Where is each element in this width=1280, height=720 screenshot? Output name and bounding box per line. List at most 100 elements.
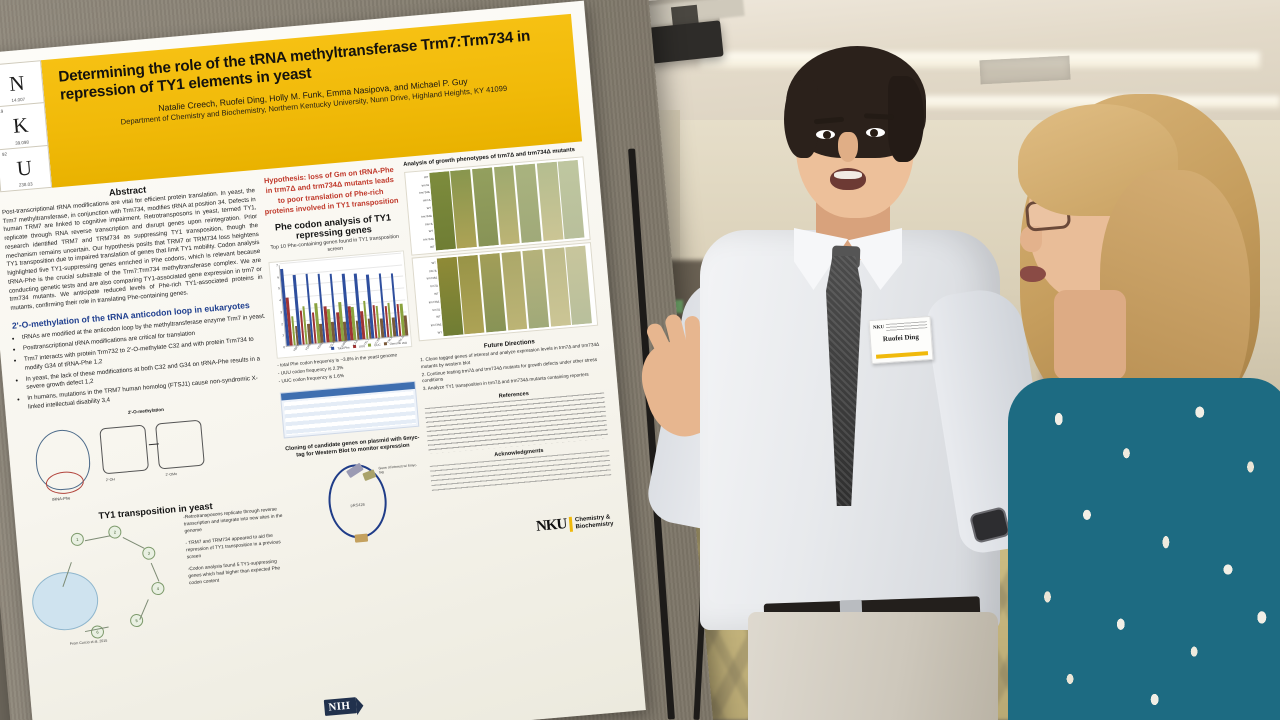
cycle-arrow [122, 537, 145, 549]
badge-accent-bar [875, 351, 929, 359]
growth-plate-panel-top: WT trm7Δ trm734Δ trm7Δ WT trm734Δ trm7Δ WT trm73… [403, 156, 591, 256]
nose [838, 132, 858, 162]
structure-caption: 2'-OMe [165, 472, 178, 478]
plasmid-feature-marker [354, 533, 368, 543]
y-tick-label: 4 [279, 298, 282, 303]
chart-plot-area: 0 1 2 3 4 5 6 7 [272, 252, 409, 350]
plate-row-label: WT [428, 229, 434, 234]
eye-left [816, 130, 835, 139]
teeth [834, 171, 862, 179]
element-symbol: K [11, 113, 30, 139]
plate-photo-top [429, 159, 587, 251]
plasmid-map-figure: pRS426 Gene of interest w/ 6myc-tag [286, 454, 430, 558]
nku-logo-cell-n: 7 N 14.007 [0, 61, 44, 108]
plate-photo-bottom [436, 245, 595, 337]
nku-logo-bar [568, 517, 574, 533]
nku-department-logo: NKU Chemistry & Biochemistry [433, 513, 614, 546]
cycle-arrow [84, 535, 111, 542]
figure-credit: From Curcio et al. 2015 [69, 638, 108, 647]
plate-row-label: trm734Δ [426, 276, 438, 281]
y-tick-label: 7 [276, 263, 279, 268]
trousers [748, 612, 998, 720]
codon-data-table [279, 381, 420, 439]
ribose-structure [99, 424, 150, 475]
eye-right [866, 128, 885, 137]
element-number: 19 [0, 109, 4, 115]
plate-row-label: trm734Δ [423, 236, 434, 242]
nku-logo-cell-k: 19 K 39.098 [0, 103, 48, 151]
structure-caption: 2'-OH [105, 477, 116, 483]
plate-row-label: trm7Δ [430, 283, 439, 289]
chart-bars [278, 252, 409, 347]
nku-dept-text: Chemistry & Biochemistry [575, 514, 614, 531]
hypothesis-statement: Hypothesis: loss of Gm on tRNA-Phe in tr… [263, 164, 399, 217]
badge-name-text: Ruofei Ding [882, 332, 920, 344]
visitor-person [990, 90, 1280, 720]
research-poster: 7 N 14.007 19 K 39.098 92 U 238.03 Deter… [0, 0, 646, 720]
poster-columns: Abstract Post-transcriptional tRNA modif… [1, 146, 632, 720]
plate-row-label: WT [431, 260, 437, 265]
element-mass: 39.098 [14, 139, 30, 146]
ty1-cycle-diagram: 1 2 3 4 5 6 From Curcio et al. 2015 [29, 518, 190, 651]
badge-event-text [885, 321, 928, 331]
pupil [870, 129, 878, 137]
legend-swatch [368, 343, 372, 347]
methylated-ribose-structure [155, 419, 205, 470]
plate-row-label: WT [437, 330, 443, 335]
ty1-bullets: -Retrotransposons replicate through reve… [183, 507, 293, 637]
plate-row-label: WT [429, 244, 435, 250]
mouth-open [830, 168, 866, 190]
plate-row-label: trm7Δ [421, 182, 430, 188]
badge-header: NKU [872, 320, 928, 333]
ty1-step-node: 4 [150, 581, 165, 596]
plate-row-label: WT [434, 291, 439, 296]
poster-column-left: Abstract Post-transcriptional tRNA modif… [1, 175, 303, 720]
neck [1054, 290, 1126, 380]
element-mass: 14.007 [11, 97, 26, 104]
element-number: 92 [1, 151, 8, 157]
hair-side-right [888, 76, 924, 162]
name-badge: NKU Ruofei Ding [868, 315, 934, 365]
ty1-step-node: 1 [70, 532, 85, 547]
blouse-pattern [1008, 378, 1280, 720]
plate-row-label: trm734Δ [419, 190, 430, 196]
plate-row-label: trm734Δ [430, 322, 442, 328]
nih-logo: NIH [323, 697, 358, 716]
plate-row-label: trm7Δ [422, 198, 431, 203]
nose [1020, 226, 1042, 252]
growth-plate-panel-bottom: WT trm7Δ trm734Δ trm7Δ WT trm734Δ trm7Δ WT trm73… [411, 241, 599, 342]
plate-row-label: WT [426, 205, 432, 211]
plate-row-label: WT [436, 314, 441, 320]
badge-org-logo: NKU [872, 325, 885, 331]
plasmid-feature-label: Gene of interest w/ 6myc-tag [378, 462, 418, 475]
abstract-text: Post-transcriptional tRNA modifications … [1, 187, 263, 312]
y-tick-label: 0 [283, 344, 286, 350]
plate-row-label: WT [423, 174, 429, 180]
element-mass: 238.03 [18, 181, 33, 188]
plate-row-label: trm7Δ [424, 221, 433, 227]
y-tick-label: 5 [278, 286, 281, 291]
element-symbol: N [8, 70, 26, 97]
plate-row-label: trm734Δ [428, 299, 440, 305]
element-symbol: U [15, 155, 33, 181]
plate-row-label: trm734Δ [421, 213, 432, 219]
list-item: -Codon analysis found 5 TY1-suppressing … [187, 559, 281, 587]
ty1-step-node: 2 [107, 525, 122, 540]
chart-bar [403, 315, 409, 336]
nku-logo-cell-u: 92 U 238.03 [0, 146, 51, 192]
y-tick-label: 6 [277, 274, 280, 280]
cycle-arrow [150, 563, 160, 582]
trna-figure: 2'-O-methylation tRNA-Phe 2'-OH 2'-OMe [20, 397, 281, 511]
plate-row-label: trm7Δ [432, 307, 441, 312]
list-item: - TRM7 and TRM734 appeared to aid the re… [185, 533, 281, 561]
y-tick-label: 2 [281, 321, 284, 326]
methylation-bullets: tRNAs are modified at the anticodon loop… [22, 312, 273, 414]
presenter-person: NKU Ruofei Ding [632, 40, 1058, 720]
mouth [1020, 266, 1046, 282]
y-tick-label: 3 [280, 309, 283, 315]
hair-side-left [784, 80, 818, 158]
pupil [823, 131, 831, 139]
figure-label-methylation: 2'-O-methylation [127, 407, 165, 416]
